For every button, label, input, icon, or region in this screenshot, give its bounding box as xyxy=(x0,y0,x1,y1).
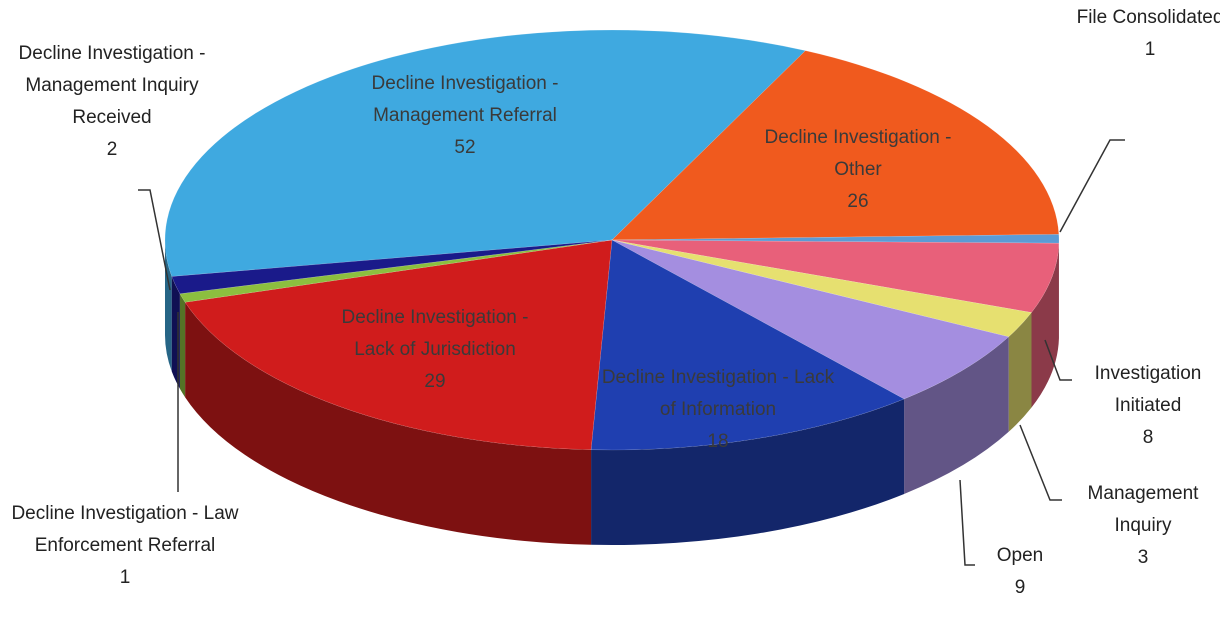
pie-slice xyxy=(611,239,1010,400)
slice-label: Investigation Initiated 8 xyxy=(1068,358,1220,454)
leader-line xyxy=(1019,424,1062,501)
slice-label: Decline Investigation - Lack of Informat… xyxy=(598,362,838,458)
pie-slice xyxy=(184,239,613,451)
slice-name: Decline Investigation - Management Refer… xyxy=(371,73,559,126)
slice-name: File Consolidated xyxy=(1076,7,1220,28)
pie-slice-side xyxy=(591,398,905,545)
leader-line xyxy=(138,189,171,291)
slice-value: 3 xyxy=(1137,547,1149,568)
leader-line xyxy=(959,479,975,566)
slice-value: 2 xyxy=(106,139,118,160)
slice-label: Decline Investigation - Other 26 xyxy=(743,122,973,218)
slice-label: Decline Investigation - Management Refer… xyxy=(358,68,573,164)
slice-label: Management Inquiry 3 xyxy=(1063,478,1220,574)
pie-slice-side xyxy=(904,336,1009,494)
slice-name: Decline Investigation - Lack of Jurisdic… xyxy=(341,307,529,360)
leader-line xyxy=(1059,139,1125,233)
slice-name: Investigation Initiated xyxy=(1094,363,1202,416)
pie-slice xyxy=(590,239,905,451)
slice-name: Decline Investigation - Lack of Informat… xyxy=(601,367,835,420)
leader-line xyxy=(1044,339,1072,381)
slice-name: Open xyxy=(996,545,1044,566)
slice-label: Decline Investigation - Management Inqui… xyxy=(12,38,212,166)
slice-name: Decline Investigation - Management Inqui… xyxy=(18,43,206,128)
slice-name: Management Inquiry xyxy=(1087,483,1199,536)
slice-value: 1 xyxy=(1144,39,1156,60)
pie-slice-side xyxy=(1031,243,1059,408)
pie-slice xyxy=(611,239,1060,313)
slice-label: Decline Investigation - Lack of Jurisdic… xyxy=(320,302,550,398)
pie-slice-side xyxy=(1008,312,1032,432)
pie-slice-side xyxy=(185,302,592,545)
pie-slice xyxy=(171,239,613,295)
pie-slice xyxy=(611,50,1060,241)
slice-label: Open 9 xyxy=(980,540,1060,604)
pie-slice xyxy=(611,234,1060,244)
slice-value: 1 xyxy=(119,567,131,588)
slice-value: 52 xyxy=(454,137,476,158)
slice-value: 26 xyxy=(847,191,869,212)
pie-slice-side xyxy=(179,293,186,398)
pie-slice xyxy=(611,239,1032,338)
slice-value: 8 xyxy=(1142,427,1154,448)
slice-label: Decline Investigation - Law Enforcement … xyxy=(5,498,245,594)
pie-slice xyxy=(179,239,613,303)
pie-slice xyxy=(164,29,806,277)
slice-value: 9 xyxy=(1014,577,1026,598)
slice-name: Decline Investigation - Law Enforcement … xyxy=(11,503,239,556)
slice-label: File Consolidated 1 xyxy=(1075,2,1220,66)
slice-name: Decline Investigation - Other xyxy=(764,127,952,180)
slice-value: 18 xyxy=(707,431,729,452)
slice-value: 29 xyxy=(424,371,446,392)
